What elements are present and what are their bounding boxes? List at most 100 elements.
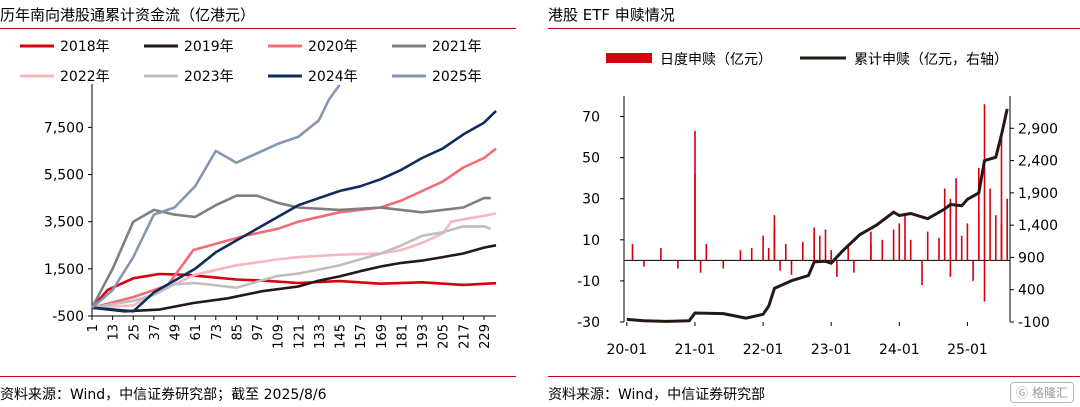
y-tick-label: 7,500 [44,120,84,136]
legend-label: 2024年 [308,69,358,85]
series-line [91,244,497,313]
daily-bar [762,235,764,261]
daily-bar [722,260,725,269]
right-y-tick-label: 2,400 [1018,154,1058,170]
legend-label: 2020年 [308,39,358,55]
x-tick-label: 21-01 [675,342,716,358]
right-chart-title: 港股 ETF 申赎情况 [548,6,675,24]
daily-bar [989,188,991,261]
x-tick-label: 25 [127,324,142,341]
left-y-tick-label: -10 [577,274,600,290]
daily-bar [949,260,952,277]
series-line [91,147,497,309]
left-y-tick-label: 30 [582,192,600,208]
daily-bar [836,260,838,277]
daily-bar [830,250,832,261]
right-y-tick-label: 1,400 [1018,218,1058,234]
series-line [91,225,492,309]
left-y-tick-label: 70 [582,110,600,126]
daily-bar [1000,223,1003,261]
left-chart: 2018年 2019年 2020年 2021年 2022年 2023年 2024年 2025年… [20,39,497,349]
daily-bar [926,231,929,261]
x-tick-label: 205 [437,324,452,349]
daily-bar [699,260,702,273]
left-bottom-rule [0,376,516,377]
left-panel: 历年南向港股通累计资金流（亿港元） 2018年 2019年 2020年 2021年 20… [0,0,516,407]
right-chart: 日度申赎（亿元） 累计申赎（亿元，右轴） -30 -10 10 30 50 70 -100 400… [577,51,1058,358]
daily-bar [938,237,940,261]
y-tick-label: -500 [52,309,84,325]
daily-bar [966,223,969,261]
daily-bar [677,260,679,269]
x-tick-label: 73 [210,324,225,341]
right-panel: 港股 ETF 申赎情况 日度申赎（亿元） 累计申赎（亿元，右轴） -30 -10 10 3… [548,0,1080,407]
daily-bar [870,243,872,261]
right-y-tick-label: 1,900 [1018,186,1058,202]
x-tick-label: 85 [230,324,245,341]
x-tick-label: 23-01 [811,342,852,358]
daily-bar [847,246,849,261]
right-y-tick-label: -100 [1018,315,1050,331]
daily-bar [978,167,980,261]
legend-label: 2019年 [184,39,234,55]
daily-bar [705,243,708,261]
legend-label: 2018年 [60,39,110,55]
x-tick-label: 169 [375,324,390,349]
daily-bar [853,260,855,273]
daily-bar [813,231,815,261]
right-y-tick-label: 900 [1018,250,1045,266]
x-tick-label: 1 [86,324,101,332]
legend-label: 日度申赎（亿元） [660,51,772,68]
series-line [91,272,497,309]
y-tick-label: 1,500 [44,262,84,278]
daily-bar [960,235,963,261]
series-line [91,84,341,309]
left-y-tick-label: -30 [577,315,600,331]
x-tick-label: 121 [292,324,307,349]
x-tick-label: 25-01 [947,342,988,358]
x-tick-label: 229 [478,324,493,349]
left-top-rule [0,28,516,29]
x-tick-label: 49 [169,324,184,341]
daily-bar [660,248,662,261]
x-tick-label: 133 [313,324,328,349]
daily-bar [943,188,946,261]
legend-swatch [606,53,652,63]
cumulative-line [626,108,1009,323]
x-tick-label: 145 [334,324,349,349]
daily-bar [802,241,804,261]
left-y-tick-label: 10 [582,233,600,249]
right-y-tick-label: 400 [1018,283,1045,299]
y-tick-label: 3,500 [44,215,84,231]
legend-label: 累计申赎（亿元，右轴） [854,51,1008,68]
x-tick-label: 109 [272,324,287,349]
legend-label: 2022年 [60,69,110,85]
daily-bar [785,243,787,261]
legend-label: 2023年 [184,69,234,85]
daily-bar [881,239,884,261]
daily-bar [995,215,997,261]
right-y-tick-label: 2,900 [1018,121,1058,137]
daily-bar [790,260,793,275]
right-bottom-rule [548,376,1080,377]
x-tick-label: 37 [148,324,163,341]
series-line [91,109,497,313]
daily-bar [892,229,895,261]
left-y-tick-label: 50 [582,151,600,167]
x-tick-label: 61 [189,324,204,341]
daily-bar [983,260,986,302]
legend-label: 2021年 [432,39,482,55]
daily-bar [1006,198,1008,261]
left-source-note: 资料来源：Wind，中信证券研究部；截至 2025/8/6 [0,387,327,403]
daily-bar [773,227,776,261]
daily-bar [631,243,634,261]
daily-bar [819,235,821,261]
right-top-rule [548,28,1080,29]
daily-bar [898,223,901,261]
right-source-note: 资料来源：Wind，中信证券研究部 [548,387,766,403]
daily-bar [824,229,827,261]
daily-bar [983,104,986,261]
daily-bar [750,248,753,261]
x-tick-label: 22-01 [743,342,784,358]
series-line [90,194,491,309]
